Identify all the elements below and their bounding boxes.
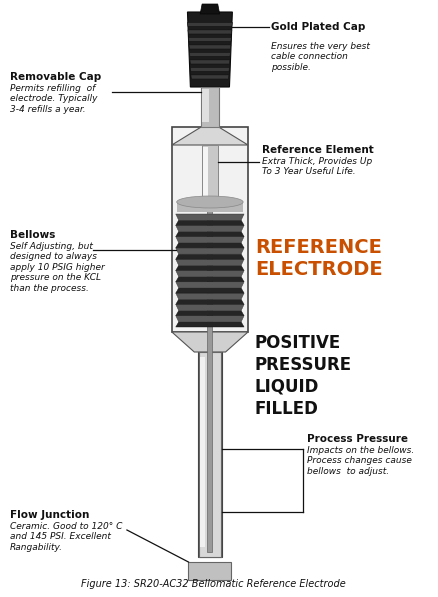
Polygon shape: [175, 293, 244, 299]
Polygon shape: [175, 254, 244, 259]
Polygon shape: [175, 316, 244, 322]
Polygon shape: [187, 22, 232, 26]
Polygon shape: [188, 45, 230, 49]
Text: Ceramic. Good to 120° C
and 145 PSI. Excellent
Rangability.: Ceramic. Good to 120° C and 145 PSI. Exc…: [10, 522, 122, 552]
Text: Permits refilling  of
electrode. Typically
3-4 refills a year.: Permits refilling of electrode. Typicall…: [10, 84, 97, 114]
Text: LIQUID: LIQUID: [254, 378, 318, 396]
Polygon shape: [175, 248, 244, 254]
Ellipse shape: [177, 196, 243, 208]
Text: PRESSURE: PRESSURE: [254, 356, 351, 374]
Polygon shape: [175, 243, 244, 248]
Polygon shape: [201, 145, 217, 207]
Polygon shape: [190, 67, 229, 72]
Polygon shape: [175, 299, 244, 304]
Text: Ensures the very best
cable connection
possible.: Ensures the very best cable connection p…: [271, 42, 370, 72]
Polygon shape: [189, 53, 230, 57]
Polygon shape: [177, 202, 243, 212]
Text: Gold Plated Cap: Gold Plated Cap: [271, 22, 365, 32]
Text: ELECTRODE: ELECTRODE: [254, 260, 381, 279]
Polygon shape: [175, 282, 244, 288]
Text: Figure 13: SR20-AC32 Bellomatic Reference Electrode: Figure 13: SR20-AC32 Bellomatic Referenc…: [81, 579, 346, 589]
Text: Flow Junction: Flow Junction: [10, 510, 89, 520]
Text: FILLED: FILLED: [254, 400, 318, 418]
Polygon shape: [175, 214, 244, 220]
Polygon shape: [175, 322, 244, 327]
Polygon shape: [175, 288, 244, 293]
Text: Bellows: Bellows: [10, 230, 55, 240]
Polygon shape: [203, 147, 208, 202]
Polygon shape: [175, 310, 244, 316]
Text: POSITIVE: POSITIVE: [254, 334, 340, 352]
Text: Self Adjusting, but
designed to always
apply 10 PSIG higher
pressure on the KCL
: Self Adjusting, but designed to always a…: [10, 242, 104, 293]
Polygon shape: [171, 332, 247, 352]
Polygon shape: [175, 277, 244, 282]
Polygon shape: [190, 60, 230, 64]
Text: Removable Cap: Removable Cap: [10, 72, 101, 82]
Polygon shape: [171, 127, 247, 145]
Polygon shape: [175, 225, 244, 232]
Text: Impacts on the bellows.
Process changes cause
bellows  to adjust.: Impacts on the bellows. Process changes …: [306, 446, 413, 476]
Polygon shape: [188, 38, 231, 42]
Text: Process Pressure: Process Pressure: [306, 434, 406, 444]
Polygon shape: [175, 270, 244, 277]
Polygon shape: [207, 207, 212, 552]
Polygon shape: [201, 89, 208, 122]
Polygon shape: [200, 357, 205, 547]
Polygon shape: [175, 220, 244, 225]
Text: Extra Thick, Provides Up
To 3 Year Useful Life.: Extra Thick, Provides Up To 3 Year Usefu…: [261, 157, 371, 176]
Polygon shape: [187, 12, 232, 87]
Polygon shape: [175, 304, 244, 310]
Polygon shape: [175, 232, 244, 236]
Polygon shape: [191, 75, 229, 79]
Polygon shape: [175, 259, 244, 266]
Text: Reference Element: Reference Element: [261, 145, 373, 155]
Polygon shape: [187, 30, 231, 34]
Polygon shape: [175, 236, 244, 243]
Polygon shape: [175, 266, 244, 270]
Polygon shape: [188, 562, 231, 580]
Polygon shape: [199, 352, 220, 557]
Text: REFERENCE: REFERENCE: [254, 238, 381, 257]
Polygon shape: [171, 127, 247, 332]
Polygon shape: [201, 87, 218, 127]
Polygon shape: [200, 4, 219, 14]
Polygon shape: [198, 352, 221, 557]
